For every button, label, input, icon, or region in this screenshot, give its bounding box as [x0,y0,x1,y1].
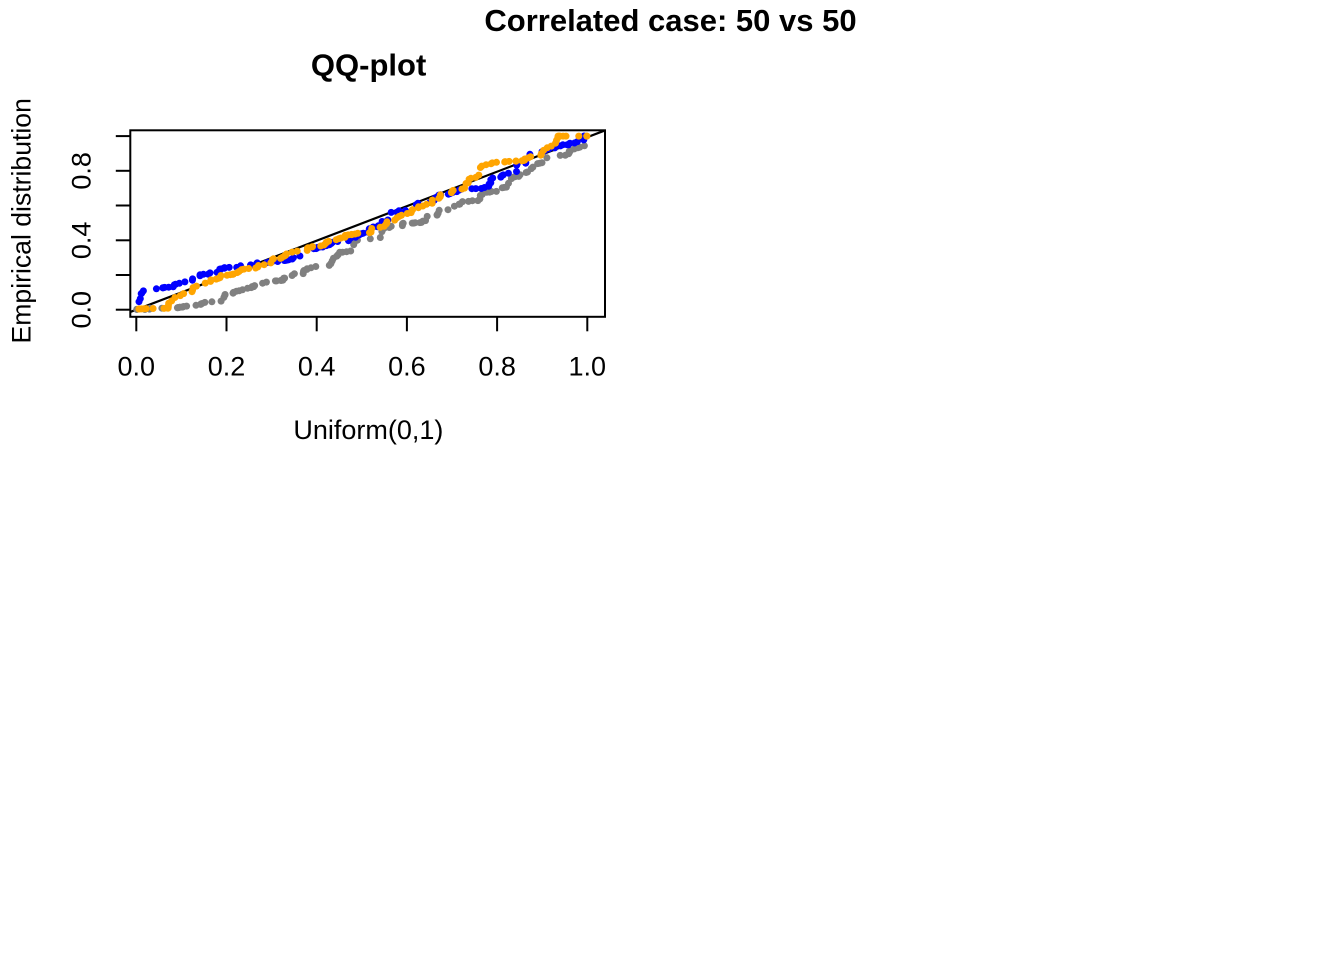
svg-text:0.8: 0.8 [478,352,516,382]
svg-text:QQ-plot: QQ-plot [311,48,426,83]
svg-text:0.2: 0.2 [208,352,246,382]
svg-text:1.0: 1.0 [569,352,607,382]
svg-text:Correlated case: 50 vs 50: Correlated case: 50 vs 50 [484,3,856,38]
svg-text:0.0: 0.0 [118,352,156,382]
svg-text:0.8: 0.8 [66,152,96,190]
svg-text:0.6: 0.6 [388,352,426,382]
svg-text:0.0: 0.0 [66,291,96,329]
svg-text:0.4: 0.4 [66,222,96,260]
svg-text:Empirical distribution: Empirical distribution [6,98,36,343]
svg-text:Uniform(0,1): Uniform(0,1) [293,415,443,445]
svg-text:0.4: 0.4 [298,352,336,382]
